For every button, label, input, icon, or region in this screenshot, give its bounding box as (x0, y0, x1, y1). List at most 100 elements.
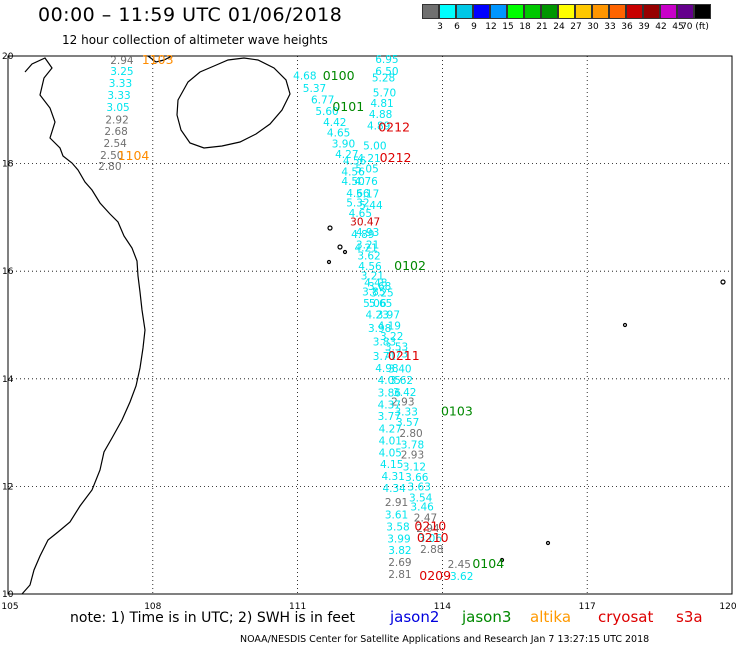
wave-height-value: 4.89 (367, 121, 390, 133)
colorbar-tick-label: 18 (519, 22, 531, 32)
colorbar-swatch (626, 4, 643, 19)
wave-height-value: 4.98 (375, 363, 398, 375)
pass-time-label: 0211 (388, 348, 420, 363)
satellite-legend-cryosat: cryosat (598, 608, 654, 626)
longitude-label: 108 (144, 602, 161, 612)
wave-height-value: 4.56 (341, 166, 365, 178)
wave-height-value: 2.93 (401, 449, 424, 461)
latitude-label: 12 (2, 482, 13, 492)
wave-height-value: 4.42 (323, 117, 346, 129)
wave-height-value: 3.82 (388, 545, 411, 557)
page-title: 00:00 – 11:59 UTC 01/06/2018 (38, 4, 343, 26)
wave-height-value: 2.94 (416, 523, 440, 535)
wave-height-value: 3.46 (410, 502, 434, 514)
wave-height-value: 2.91 (385, 497, 408, 509)
wave-height-value: 3.78 (401, 440, 424, 452)
wave-height-value: 2.50 (100, 150, 123, 162)
wave-height-value: 4.68 (293, 71, 316, 83)
wave-height-value: 4.21 (357, 153, 380, 165)
wave-height-value: 5.70 (373, 87, 396, 99)
credit-line: NOAA/NESDIS Center for Satellite Applica… (240, 634, 650, 645)
wave-height-value: 3.06 (419, 533, 443, 545)
wave-height-value: 3.85 (362, 286, 385, 298)
colorbar-labels: 3 6 9 12 15 18 21 24 27 30 33 36 39 42 45 70 (ft) (422, 22, 740, 34)
wave-height-value: 4.50 (341, 176, 364, 188)
wave-height-value: 4.27 (379, 424, 402, 436)
colorbar-swatch (677, 4, 694, 19)
wave-readings: 2.943.253.333.333.052.922.682.542.502.80… (98, 54, 473, 583)
colorbar-swatch (609, 4, 626, 19)
wave-height-value: 3.05 (106, 102, 129, 114)
wave-height-value: 3.42 (393, 387, 416, 399)
wave-height-value: 3.83 (373, 336, 396, 348)
wave-height-value: 3.25 (110, 66, 133, 78)
hainan-island (176, 57, 291, 149)
wave-height-value: 2.80 (98, 161, 121, 173)
colorbar-swatch (643, 4, 660, 19)
wave-height-value: 3.33 (109, 78, 132, 90)
colorbar-swatch (524, 4, 541, 19)
wave-height-value: 4.05 (379, 447, 402, 459)
wave-height-value: 4.93 (356, 227, 379, 239)
wave-height-value: 3.21 (356, 240, 379, 252)
wave-height-value: 3.40 (388, 363, 411, 375)
paracel-island (337, 244, 343, 250)
colorbar-swatch (558, 4, 575, 19)
longitude-label: 111 (289, 602, 306, 612)
wave-height-value: 3.99 (387, 533, 410, 545)
wave-height-value: 5.00 (363, 141, 386, 153)
pass-time-label: 0100 (323, 68, 355, 83)
wave-height-value: 5.60 (315, 106, 338, 118)
latitude-labels: 20 18 16 14 12 10 (2, 52, 14, 600)
wave-height-value: 3.58 (386, 522, 409, 534)
colorbar-tick-label: 27 (570, 22, 582, 32)
wave-height-value: 5.65 (369, 298, 392, 310)
wave-height-value: 4.76 (354, 176, 378, 188)
wave-height-value: 3.97 (377, 310, 400, 322)
paracel-island (327, 225, 333, 231)
pass-time-label: 0104 (472, 556, 504, 571)
wave-height-value: 4.27 (335, 149, 358, 161)
colorbar-swatch (473, 4, 490, 19)
colorbar-swatch (422, 4, 439, 19)
colorbar-tick-label: 45 (672, 22, 684, 32)
colorbar-swatch (660, 4, 677, 19)
wave-height-value: 2.81 (388, 569, 411, 581)
wave-height-value: 3.63 (408, 482, 431, 494)
colorbar-tick-label: 6 (454, 22, 460, 32)
pass-time-label: 1103 (142, 52, 174, 67)
page-subtitle: 12 hour collection of altimeter wave hei… (62, 33, 328, 47)
wave-height-value: 6.50 (375, 66, 398, 78)
wave-height-value: 3.57 (396, 417, 419, 429)
longitude-label: 117 (579, 602, 596, 612)
wave-height-value: 4.01 (379, 435, 402, 447)
wave-height-value: 30.47 (350, 216, 380, 228)
colorbar-tick-label: 70 (ft) (681, 22, 709, 32)
wave-height-value: 2.54 (103, 138, 127, 150)
wave-height-value: 2.92 (105, 114, 128, 126)
wave-height-value: 4.88 (369, 109, 392, 121)
longitude-label: 105 (1, 602, 18, 612)
latitude-label: 16 (2, 267, 14, 277)
wave-height-value: 4.37 (378, 399, 401, 411)
wave-height-value: 3.77 (378, 411, 401, 423)
wave-height-value: 4.05 (378, 375, 401, 387)
colorbar-tick-label: 39 (638, 22, 650, 32)
wave-height-value: 4.66 (346, 188, 370, 200)
colorbar-swatch (575, 4, 592, 19)
footer-note: note: 1) Time is in UTC; 2) SWH is in fe… (70, 610, 356, 626)
wave-height-value: 5.28 (372, 72, 395, 84)
wave-height-value: 6.77 (311, 94, 334, 106)
wave-height-value: 3.62 (357, 250, 380, 262)
wave-height-value: 5.44 (359, 200, 383, 212)
wave-height-value: 4.48 (364, 277, 387, 289)
satellite-legend-jason2: jason2 (390, 608, 440, 626)
wave-height-value: 4.65 (327, 128, 350, 140)
pass-time-label: 0210 (414, 519, 446, 534)
wave-height-value: 5.32 (346, 198, 369, 210)
pass-time-labels: 1103 1104 0100 0101 0212 0212 0102 0211 0103 0210… (118, 52, 505, 583)
wave-height-value: 4.81 (370, 98, 393, 110)
colorbar-tick-label: 36 (621, 22, 633, 32)
wave-height-value: 2.45 (448, 559, 471, 571)
longitude-labels: 105 108 111 114 117 120 (1, 602, 736, 612)
